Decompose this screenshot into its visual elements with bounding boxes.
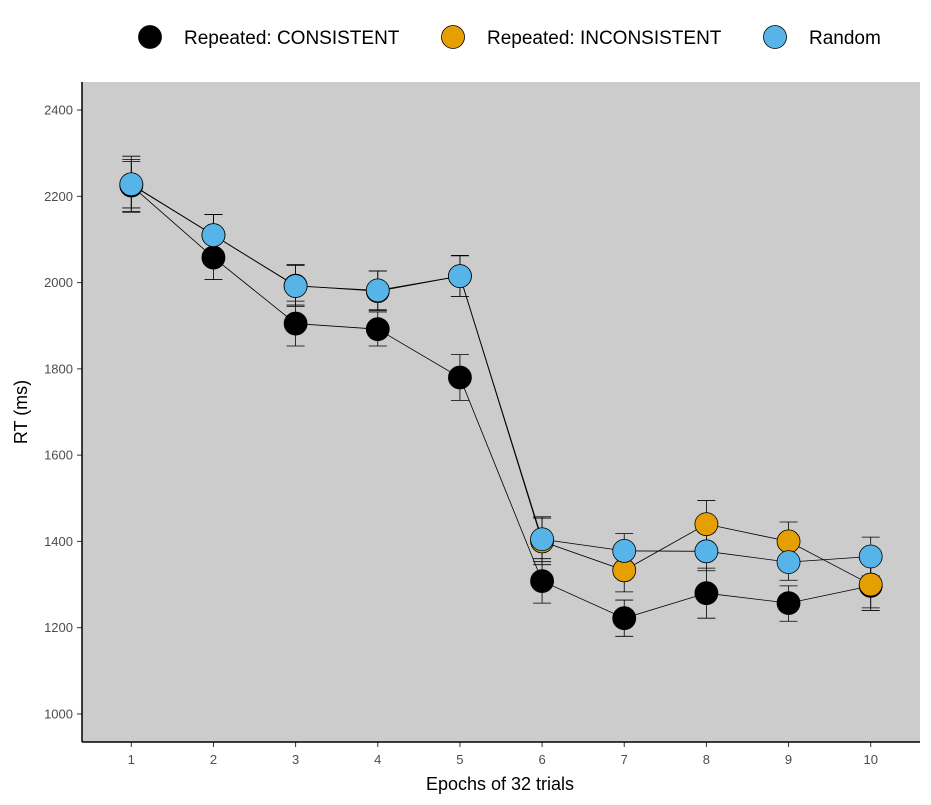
data-point-random — [448, 264, 472, 289]
x-axis-ticks: 1 2 3 4 5 6 7 8 9 10 — [128, 742, 878, 767]
data-point-repeated-consistent — [694, 581, 719, 606]
data-point-random — [283, 274, 308, 298]
x-tick-label: 1 — [128, 752, 135, 767]
legend-key — [441, 25, 465, 49]
legend-key — [763, 25, 787, 49]
data-point-repeated-consistent — [776, 591, 801, 615]
data-point-random — [858, 544, 883, 569]
y-axis-title: RT (ms) — [11, 380, 31, 444]
data-point-random — [201, 223, 226, 248]
x-tick-label: 10 — [863, 752, 877, 767]
x-tick-label: 9 — [785, 752, 792, 767]
y-tick-label: 1200 — [44, 620, 73, 635]
data-point-repeated-inconsistent — [694, 512, 719, 537]
series-line-random — [131, 183, 871, 563]
x-tick-label: 6 — [538, 752, 545, 767]
x-axis-title: Epochs of 32 trials — [426, 774, 574, 794]
data-point-random — [694, 539, 719, 564]
series-line-repeated-consistent — [131, 185, 871, 619]
x-tick-label: 3 — [292, 752, 299, 767]
x-tick-label: 4 — [374, 752, 381, 767]
data-point-repeated-consistent — [448, 365, 472, 390]
data-point-repeated-inconsistent — [776, 529, 801, 554]
data-point-repeated-inconsistent — [858, 572, 883, 597]
data-point-random — [119, 172, 144, 197]
legend: Repeated: CONSISTENT Repeated: INCONSISTE… — [138, 25, 881, 49]
data-point-random — [530, 527, 554, 552]
data-point-repeated-consistent — [201, 245, 226, 270]
plot-panel — [82, 82, 920, 742]
legend-label: Repeated: CONSISTENT — [184, 28, 400, 49]
x-tick-label: 5 — [456, 752, 463, 767]
data-point-repeated-consistent — [612, 606, 637, 631]
legend-key — [138, 25, 162, 49]
legend-label: Random — [809, 28, 881, 49]
y-tick-label: 1600 — [44, 448, 73, 463]
legend-label: Repeated: INCONSISTENT — [487, 28, 722, 49]
y-tick-label: 2200 — [44, 189, 73, 204]
data-point-repeated-consistent — [283, 311, 308, 336]
data-point-random — [365, 278, 390, 303]
y-tick-label: 1800 — [44, 361, 73, 376]
data-point-repeated-consistent — [530, 569, 554, 593]
data-point-random — [612, 539, 637, 563]
series-layer — [119, 155, 883, 637]
y-tick-label: 1000 — [44, 706, 73, 721]
y-axis-ticks: 1000 1200 1400 1600 1800 2000 2200 2400 — [44, 103, 82, 721]
y-tick-label: 1400 — [44, 534, 73, 549]
data-point-random — [776, 550, 801, 575]
x-tick-label: 8 — [703, 752, 710, 767]
x-tick-label: 7 — [621, 752, 628, 767]
y-tick-label: 2400 — [44, 103, 73, 118]
data-point-repeated-consistent — [365, 317, 390, 342]
x-tick-label: 2 — [210, 752, 217, 767]
y-tick-label: 2000 — [44, 275, 73, 290]
